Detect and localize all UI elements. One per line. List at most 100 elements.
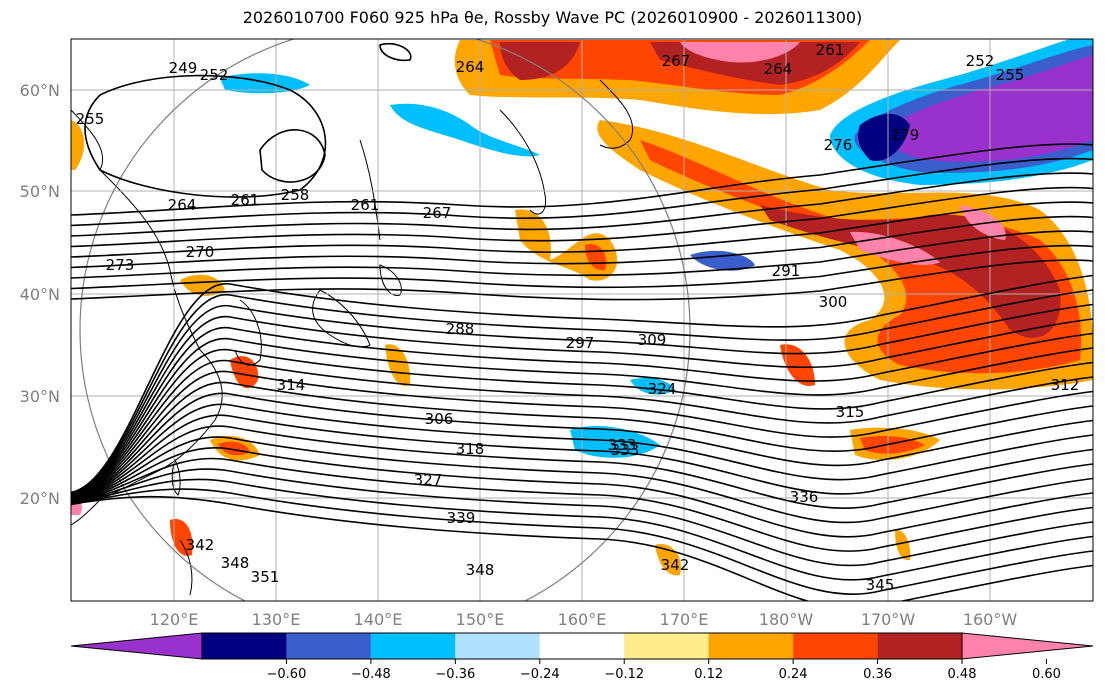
negative-anomaly-okhotsk xyxy=(390,103,540,157)
lon-label-130e: 130°E xyxy=(252,610,301,629)
colorbar-tick-label: −0.24 xyxy=(520,667,560,682)
theta-e-contour xyxy=(71,403,1093,500)
theta-e-contour xyxy=(71,348,1093,497)
colorbar: −0.60 −0.48 −0.36 −0.24 −0.12 0.12 0.24 0.36 0.4… xyxy=(70,632,1094,682)
contour-label: 252 xyxy=(200,66,229,84)
contour-label: 318 xyxy=(456,440,485,458)
contour-label: 279 xyxy=(891,126,920,144)
theta-e-contour xyxy=(71,495,1093,601)
positive-anomaly-ne-pacific-peak2 xyxy=(960,205,1006,240)
lon-label-170w: 170°W xyxy=(861,610,916,629)
coastline-kamchatka xyxy=(499,109,547,215)
colorbar-extend-max xyxy=(961,632,1094,660)
theta-e-contour xyxy=(71,316,1093,495)
map-title: 2026010700 F060 925 hPa θe, Rossby Wave … xyxy=(242,8,863,27)
coastline-korea xyxy=(234,299,262,366)
contour-label: 255 xyxy=(996,66,1025,84)
coastline-asia xyxy=(71,109,223,526)
theta-e-contour xyxy=(71,157,1093,227)
theta-e-contour xyxy=(71,446,1093,538)
negative-anomaly-central-pacific xyxy=(690,250,755,271)
lon-label-160e: 160°E xyxy=(558,610,607,629)
colorbar-tick-label: −0.12 xyxy=(604,667,644,682)
contour-label: 264 xyxy=(764,60,793,78)
theta-e-contour xyxy=(71,172,1093,237)
lat-label-50: 50°N xyxy=(20,182,60,201)
colorbar-tick-label: 0.12 xyxy=(694,667,723,682)
colorbar-segment xyxy=(370,633,456,659)
contour-label: 252 xyxy=(966,52,995,70)
coastline-hokkaido xyxy=(379,264,402,296)
coastline-alaska xyxy=(599,79,634,149)
contour-label: 267 xyxy=(423,204,452,222)
longitude-labels: 120°E 130°E 140°E 150°E 160°E 170°E 180°… xyxy=(150,610,1018,629)
contour-label: 342 xyxy=(661,556,690,574)
contour-label: 261 xyxy=(231,191,260,209)
colorbar-tick-label: −0.36 xyxy=(435,667,475,682)
theta-e-contour xyxy=(71,327,1093,496)
theta-e-closed-contour xyxy=(379,42,412,62)
colorbar-frame xyxy=(201,632,963,660)
negative-anomaly-subtropical xyxy=(570,425,660,458)
colorbar-segment xyxy=(455,633,540,659)
theta-e-contour xyxy=(71,478,1093,581)
contour-label: 255 xyxy=(76,110,105,128)
theta-e-contour xyxy=(71,468,1093,567)
theta-e-contour xyxy=(71,289,1093,494)
contour-label: 288 xyxy=(446,320,475,338)
shading-layer xyxy=(71,39,1093,576)
colorbar-segment xyxy=(793,633,878,659)
positive-anomaly-west xyxy=(180,274,225,296)
contour-label: 258 xyxy=(281,186,310,204)
lon-label-140e: 140°E xyxy=(354,610,403,629)
theta-e-contour xyxy=(71,488,1093,596)
colorbar-extend-min xyxy=(70,632,203,660)
positive-anomaly-bering-core xyxy=(500,42,580,80)
theta-e-contour xyxy=(71,381,1093,499)
theta-e-contour xyxy=(71,392,1093,500)
contour-label: 309 xyxy=(638,331,667,349)
positive-anomaly-south-east xyxy=(895,529,911,561)
colorbar-tick-label: 0.60 xyxy=(1032,667,1061,682)
positive-anomaly-far-west xyxy=(71,120,85,170)
colorbar-segment xyxy=(624,633,709,659)
colorbar-tick-label: 0.48 xyxy=(948,667,977,682)
colorbar-segment xyxy=(877,633,962,659)
colorbar-tick-label: −0.60 xyxy=(267,667,307,682)
contour-label: 300 xyxy=(819,293,848,311)
theta-e-contours xyxy=(71,42,1093,601)
plot-frame xyxy=(70,38,1094,602)
lat-label-20: 20°N xyxy=(20,489,60,508)
lon-label-180w: 180°W xyxy=(759,610,814,629)
contour-label: 249 xyxy=(169,59,198,77)
contour-label: 306 xyxy=(425,410,454,428)
contour-label: 351 xyxy=(251,568,280,586)
colorbar-segment xyxy=(286,633,371,659)
contour-label: 339 xyxy=(447,509,476,527)
contour-label: 264 xyxy=(456,58,485,76)
negative-anomaly-gulf-alaska-dark xyxy=(858,113,910,161)
lat-label-40: 40°N xyxy=(20,285,60,304)
lon-label-170e: 170°E xyxy=(660,610,709,629)
positive-anomaly-bering-peak xyxy=(680,42,800,63)
contour-label: 270 xyxy=(186,243,215,261)
theta-e-contour xyxy=(71,436,1093,524)
theta-e-contour xyxy=(71,457,1093,552)
contour-label: 312 xyxy=(1051,376,1080,394)
contour-label: 336 xyxy=(790,488,819,506)
lat-label-30: 30°N xyxy=(20,387,60,406)
colorbar-tick-label: 0.24 xyxy=(779,667,808,682)
theta-e-contour xyxy=(71,303,1093,495)
colorbar-tick-label: −0.48 xyxy=(351,667,391,682)
theta-e-contour xyxy=(71,201,1093,258)
contour-label: 324 xyxy=(648,380,677,398)
contour-label: 342 xyxy=(186,536,215,554)
contour-label: 297 xyxy=(566,334,595,352)
positive-anomaly-japan-south xyxy=(385,344,411,386)
positive-anomaly-philippines xyxy=(170,519,193,556)
contour-label: 291 xyxy=(772,262,801,280)
contour-label: 314 xyxy=(277,376,306,394)
